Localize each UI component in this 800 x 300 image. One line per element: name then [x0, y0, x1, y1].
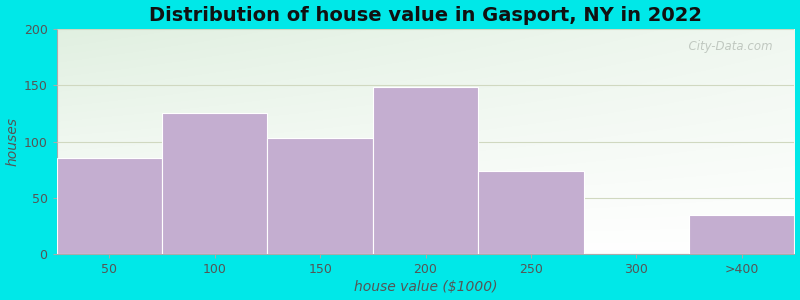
Bar	[478, 171, 584, 254]
Bar	[57, 158, 162, 254]
Title: Distribution of house value in Gasport, NY in 2022: Distribution of house value in Gasport, …	[149, 6, 702, 25]
Bar	[689, 215, 794, 254]
Text: City-Data.com: City-Data.com	[681, 40, 772, 53]
X-axis label: house value ($1000): house value ($1000)	[354, 280, 498, 294]
Bar	[267, 138, 373, 254]
Y-axis label: houses: houses	[6, 117, 19, 166]
Bar	[162, 113, 267, 254]
Bar	[373, 88, 478, 254]
